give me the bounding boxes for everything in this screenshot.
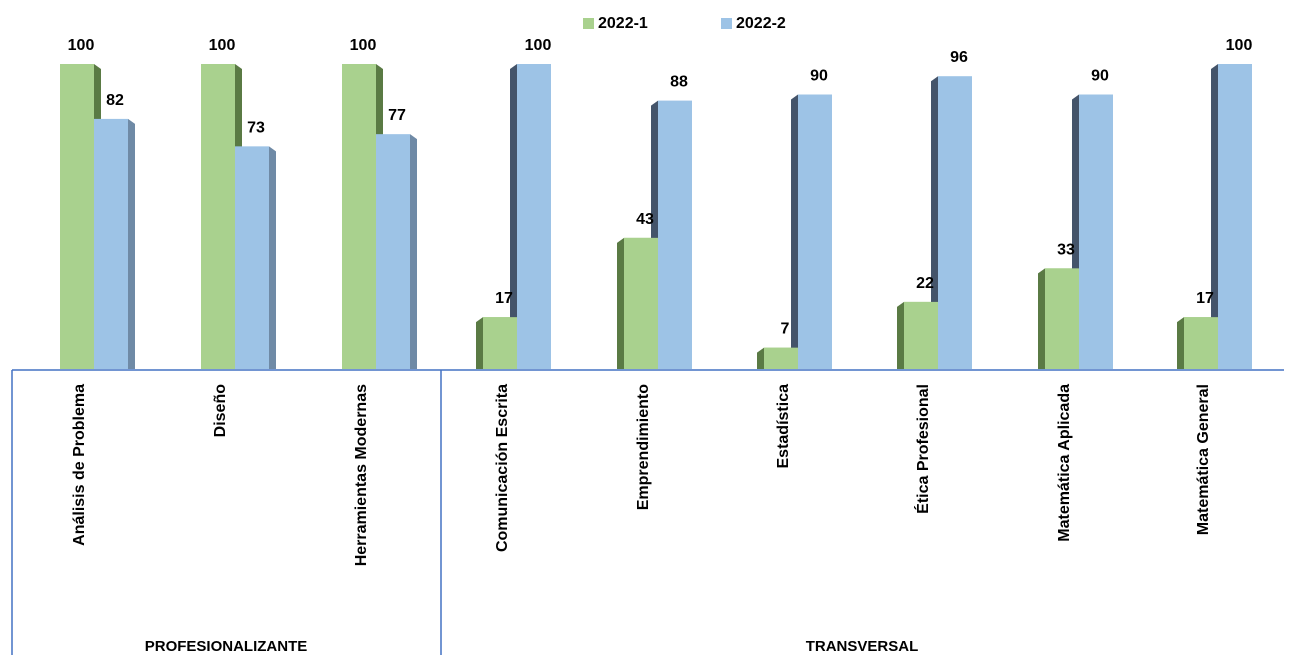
bar-2022-1-front-9 — [1184, 317, 1218, 369]
bar-2022-2-face-4 — [517, 64, 551, 369]
bar-2022-2-side-2 — [269, 146, 276, 369]
bar-2022-1-side-4 — [476, 317, 483, 369]
bar-2022-2-1 — [94, 118, 135, 370]
group-label-2: TRANSVERSAL — [806, 638, 919, 655]
bar-2022-1-front-6 — [764, 347, 798, 369]
category-label-5: Emprendimiento — [635, 384, 652, 510]
bar-2022-2-2 — [235, 146, 276, 369]
bar-2022-1-front-5 — [624, 237, 658, 369]
bar-2022-1-front-4 — [483, 317, 517, 369]
bar-2022-2-face-1 — [94, 118, 128, 370]
category-label-3: Herramientas Modernas — [353, 384, 370, 566]
category-label-2: Diseño — [212, 384, 229, 438]
bar-2022-2-face-9 — [1218, 64, 1252, 369]
bar-2022-1-front-8 — [1045, 268, 1079, 369]
bar-2022-1-side-9 — [1177, 317, 1184, 369]
value-label-2022-2-2: 73 — [247, 119, 265, 136]
legend-swatch-2 — [721, 18, 732, 29]
bar-2022-2-side-3 — [410, 134, 417, 369]
category-label-7: Ética Profesional — [913, 384, 932, 514]
bar-2022-2-7 — [904, 76, 972, 369]
value-label-2022-1-7: 22 — [916, 275, 934, 292]
value-label-2022-1-4: 17 — [495, 290, 513, 307]
value-label-2022-1-2: 100 — [209, 37, 236, 54]
bar-2022-1-face-3 — [342, 64, 376, 369]
value-label-2022-1-1: 100 — [68, 37, 95, 54]
value-label-2022-2-5: 88 — [670, 74, 688, 91]
category-label-9: Matemática General — [1195, 384, 1212, 535]
value-label-2022-2-4: 100 — [525, 37, 552, 54]
bar-2022-2-face-5 — [658, 100, 692, 369]
legend-label-2: 2022-2 — [736, 15, 786, 32]
bar-2022-1-front-7 — [904, 301, 938, 369]
value-label-2022-2-3: 77 — [388, 107, 406, 124]
group-label-1: PROFESIONALIZANTE — [145, 638, 308, 655]
value-label-2022-1-9: 17 — [1196, 290, 1214, 307]
value-label-2022-2-8: 90 — [1091, 68, 1109, 85]
category-label-8: Matemática Aplicada — [1056, 384, 1073, 542]
category-axis: Análisis de Problema Diseño Herramientas M… — [11, 369, 1284, 655]
bar-2022-1-face-1 — [60, 64, 94, 369]
bar-2022-2-face-6 — [798, 94, 832, 369]
bar-2022-2-face-3 — [376, 134, 410, 369]
bar-2022-2-6 — [764, 94, 832, 369]
value-label-2022-2-6: 90 — [810, 68, 828, 85]
category-label-4: Comunicación Escrita — [494, 384, 511, 552]
legend: 2022-1 2022-2 — [583, 15, 786, 32]
bar-2022-2-face-2 — [235, 146, 269, 369]
bar-2022-2-5 — [624, 100, 692, 369]
bar-2022-1-side-8 — [1038, 268, 1045, 369]
category-label-1: Análisis de Problema — [71, 384, 88, 546]
bars-layer — [60, 64, 1252, 370]
bar-2022-2-4 — [483, 64, 551, 369]
bar-2022-2-3 — [376, 134, 417, 369]
bar-2022-1-side-6 — [757, 347, 764, 369]
value-label-2022-1-6: 7 — [781, 321, 790, 338]
value-label-2022-2-1: 82 — [106, 92, 124, 109]
bar-2022-2-8 — [1045, 94, 1113, 369]
value-labels-layer: 100 82 100 73 100 77 17 100 43 88 7 90 22 96 33 90 17 100 — [68, 37, 1253, 338]
bar-2022-2-side-4 — [510, 64, 517, 369]
bar-2022-2-face-7 — [938, 76, 972, 369]
legend-swatch-1 — [583, 18, 594, 29]
legend-label-1: 2022-1 — [598, 15, 648, 32]
bar-2022-1-face-2 — [201, 64, 235, 369]
bar-2022-2-side-1 — [128, 118, 135, 370]
value-label-2022-1-3: 100 — [350, 37, 377, 54]
category-label-6: Estadística — [775, 384, 792, 469]
bar-2022-2-9 — [1184, 64, 1252, 369]
value-label-2022-1-8: 33 — [1057, 241, 1075, 258]
bar-2022-1-side-7 — [897, 301, 904, 369]
value-label-2022-2-7: 96 — [950, 49, 968, 66]
bar-2022-2-side-6 — [791, 94, 798, 369]
bar-2022-1-side-5 — [617, 237, 624, 369]
value-label-2022-1-5: 43 — [636, 211, 654, 228]
bar-2022-2-side-9 — [1211, 64, 1218, 369]
bar-2022-2-face-8 — [1079, 94, 1113, 369]
value-label-2022-2-9: 100 — [1226, 37, 1253, 54]
bar-2022-2-side-7 — [931, 76, 938, 369]
